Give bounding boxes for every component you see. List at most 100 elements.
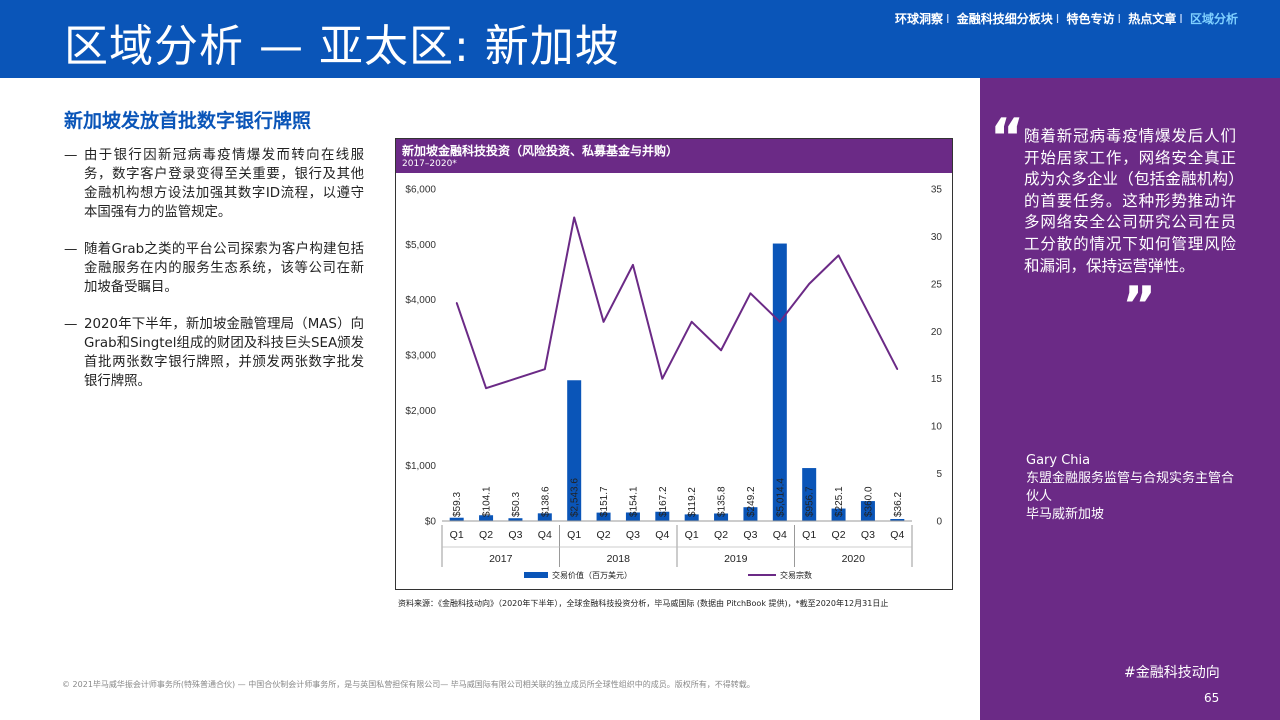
bullet-item: — 由于银行因新冠病毒疫情爆发而转向在线服务，数字客户登录变得至关重要，银行及其他… [64,146,364,222]
bar [625,512,640,521]
deal-count-point [485,387,487,389]
year-label: 2018 [607,553,631,565]
y-right-tick-label: 0 [936,517,942,528]
y-right-tick-label: 5 [936,469,942,480]
deal-count-point [544,368,546,371]
page-number: 65 [1204,691,1220,705]
x-tick-label: Q2 [479,529,493,541]
nav-item-fintech-segments[interactable]: 金融科技细分板块 [956,12,1053,26]
nav-separator: I [946,12,950,26]
bar [714,513,729,521]
x-tick-label: Q2 [597,529,611,541]
person-name: Gary Chia [1026,453,1091,468]
bullet-text: 2020年下半年，新加坡金融管理局（MAS）向Grab和Singtel组成的财团… [84,317,364,389]
chart-title: 新加坡金融科技投资（风险投资、私募基金与并购） [402,144,679,158]
bar [772,243,787,521]
bar [596,512,611,521]
y-left-tick-label: $5,000 [405,240,436,251]
deal-count-point [779,321,781,323]
quote-close-icon: ” [1122,276,1157,336]
bullet-dash: — [64,148,78,163]
x-tick-label: Q2 [832,529,846,541]
nav-item-global-insights[interactable]: 环球洞察 [894,12,943,26]
bullet-item: — 2020年下半年，新加坡金融管理局（MAS）向Grab和Singtel组成的财… [64,315,364,391]
deal-count-point [749,292,752,295]
bar-data-label: $36.2 [893,492,904,517]
y-left-tick-label: $0 [425,517,437,528]
chart-header: 新加坡金融科技投资（风险投资、私募基金与并购） 2017–2020* [396,139,952,173]
bar [831,508,846,521]
bar-data-label: $104.1 [482,486,493,517]
x-tick-label: Q4 [538,529,552,541]
deal-count-point [690,321,693,323]
y-right-tick-label: 25 [931,279,943,290]
nav-item-hot-articles[interactable]: 热点文章 [1128,12,1177,26]
bar-data-label: $50.3 [511,492,522,517]
x-tick-label: Q4 [655,529,669,541]
sidebar-panel [980,78,1280,720]
bar [449,517,464,521]
x-tick-label: Q1 [450,529,464,541]
bar-data-label: $167.2 [658,486,669,517]
deal-count-point [602,321,605,323]
deal-count-point [837,254,840,257]
nav-item-interviews[interactable]: 特色专访 [1066,12,1115,26]
year-label: 2020 [842,553,866,565]
bar-data-label: $360.0 [863,486,874,517]
bar [567,380,582,521]
deal-count-point [896,368,899,371]
investment-chart: $0 $1,000 $2,000 $3,000 $4,000 $5,000 $6,000 0 5… [405,185,943,581]
x-tick-label: Q2 [714,529,728,541]
legend-bar-swatch [524,572,548,578]
bar [802,468,817,521]
deal-count-point [661,377,664,380]
bar [479,515,494,521]
bullet-dash: — [64,242,78,257]
bar [508,518,523,521]
nav-item-regional-analysis[interactable]: 区域分析 [1189,12,1238,26]
bar [684,514,699,521]
nav-separator: I [1055,12,1060,26]
y-left-tick-label: $1,000 [405,461,436,472]
deal-count-line [455,216,899,390]
bullet-dash: — [64,317,78,332]
deal-count-point [632,264,634,266]
person-role: 东盟金融服务监管与合规实务主管合伙人 [1026,471,1235,504]
deal-count-point [573,216,575,219]
y-right-tick-label: 30 [931,232,943,243]
bar [890,518,905,521]
deal-count-point [514,377,517,380]
bullet-text: 随着Grab之类的平台公司探索为客户构建包括金融服务在内的服务生态系统，该等公司… [84,242,364,295]
bar-data-label: $59.3 [452,492,463,517]
x-tick-label: Q1 [567,529,581,541]
bar-data-label: $151.7 [599,486,610,517]
nav-separator: I [1117,12,1122,26]
x-tick-label: Q3 [626,529,640,541]
deal-count-point [720,349,722,352]
x-tick-label: Q4 [890,529,904,541]
x-tick-label: Q1 [802,529,816,541]
y-right-tick-label: 15 [931,374,943,385]
deal-count-point [455,302,458,304]
header-bar: 区域分析 — 亚太区: 新加坡 环球洞察 I 金融科技细分板块 I 特色专访 I 热点… [0,0,1280,78]
bar-data-label: $5,014.4 [775,478,786,517]
nav-separator: I [1179,12,1183,26]
chart-panel: 新加坡金融科技投资（风险投资、私募基金与并购） 2017–2020* $0 $1,… [395,138,953,590]
source-note: 资料来源：《金融科技动向》（2020年下半年），全球金融科技投资分析，毕马威国际… [398,599,889,608]
footer-copyright: © 2021毕马威华振会计师事务所(特殊普通合伙) — 中国合伙制会计师事务所，… [62,680,755,689]
bar-data-label: $119.2 [687,487,698,517]
bullet-list: — 由于银行因新冠病毒疫情爆发而转向在线服务，数字客户登录变得至关重要，银行及其他… [64,146,364,409]
bar [860,501,875,521]
page-title: 区域分析 — 亚太区: 新加坡 [64,21,620,72]
deal-count-point [867,311,869,314]
bar-data-label: $135.8 [717,486,728,517]
quote-open-icon: “ [990,108,1025,168]
bullet-item: — 随着Grab之类的平台公司探索为客户构建包括金融服务在内的服务生态系统，该等公… [64,240,364,297]
x-tick-label: Q3 [508,529,522,541]
year-label: 2017 [489,553,513,565]
bar [655,511,670,521]
year-label: 2019 [724,553,748,565]
top-nav: 环球洞察 I 金融科技细分板块 I 特色专访 I 热点文章 I 区域分析 [895,10,1238,27]
x-tick-label: Q3 [861,529,875,541]
y-left-tick-label: $3,000 [405,351,436,362]
